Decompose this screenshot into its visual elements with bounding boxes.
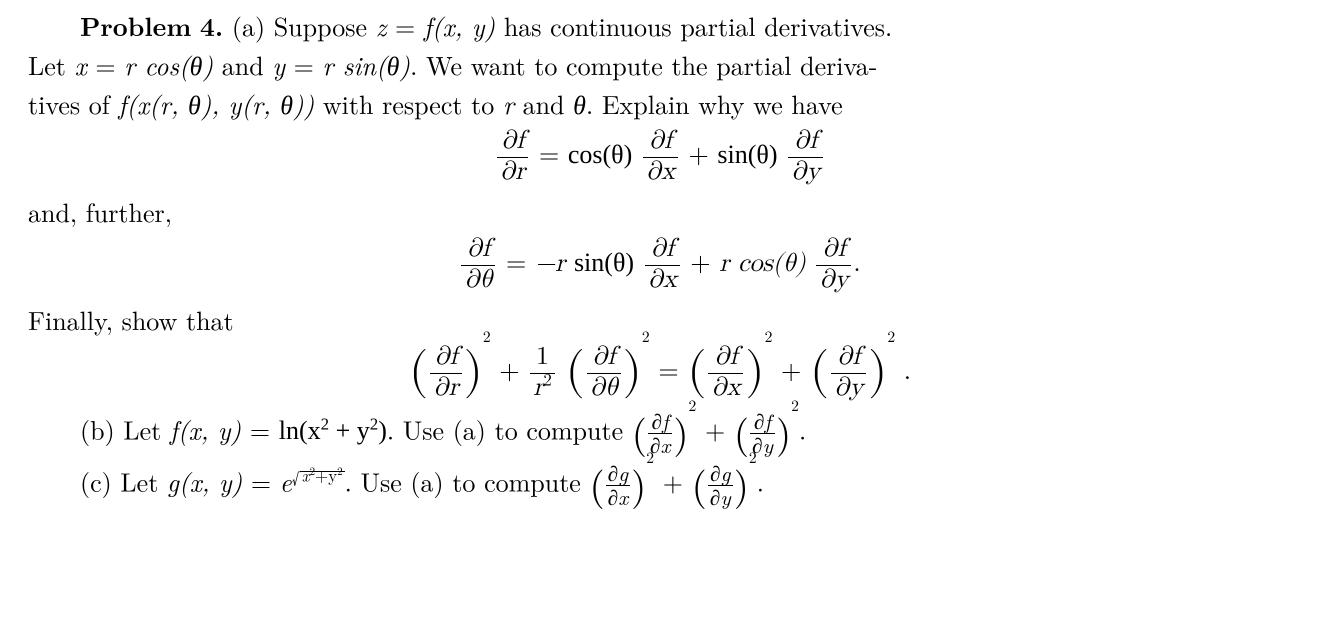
var-y: y <box>272 46 285 83</box>
equation-2: ∂f∂θ = −r sin(θ) ∂f∂x + r cos(θ) ∂f∂y. <box>28 235 1292 296</box>
text: with respect to <box>314 85 503 122</box>
text: = <box>386 7 424 44</box>
text: . We want to compute the partial deriva- <box>410 46 877 83</box>
fxy: f(x, y) <box>424 7 495 44</box>
problem-label: Problem <box>80 7 191 44</box>
text: = <box>285 46 323 83</box>
paragraph-2: Let x = r cos(θ) and y = r sin(θ). We wa… <box>28 47 1292 82</box>
text: = <box>87 46 125 83</box>
paragraph-1: Problem 4. (a) Suppose z = f(x, y) has c… <box>28 8 1292 43</box>
rcos: r cos(θ) <box>124 46 213 83</box>
fxry: f(x(r, θ), y(r, θ)) <box>118 85 314 122</box>
text: Let <box>28 46 75 83</box>
rsin: r sin(θ) <box>323 46 411 83</box>
var-r: r <box>503 85 514 122</box>
text: . Explain why we have <box>586 85 843 122</box>
equation-1: ∂f∂r = cos(θ) ∂f∂x + sin(θ) ∂f∂y <box>28 127 1292 188</box>
text: has continuous partial derivatives. <box>495 7 892 44</box>
text: (b) Let <box>80 410 170 447</box>
and-further: and, further, <box>28 194 1292 229</box>
text: and <box>514 85 573 122</box>
part-c: (c) Let g(x, y) = ex2+y2. Use (a) to com… <box>28 462 1292 510</box>
var-z: z <box>376 7 387 44</box>
text: and <box>213 46 272 83</box>
finally: Finally, show that <box>28 302 1292 337</box>
problem-number: 4. <box>200 7 223 44</box>
part-b: (b) Let f(x, y) = ln(x2 + y2). Use (a) t… <box>28 410 1292 458</box>
text: (a) Suppose <box>232 7 376 44</box>
paragraph-3: tives of f(x(r, θ), y(r, θ)) with respec… <box>28 86 1292 121</box>
var-theta: θ <box>573 85 586 122</box>
equation-3: (∂f∂r)2 + 1r2 (∂f∂θ)2 = (∂f∂x)2 + (∂f∂y)… <box>28 343 1292 404</box>
text: tives of <box>28 85 118 122</box>
text: (c) Let <box>80 462 167 499</box>
var-x: x <box>75 46 87 83</box>
